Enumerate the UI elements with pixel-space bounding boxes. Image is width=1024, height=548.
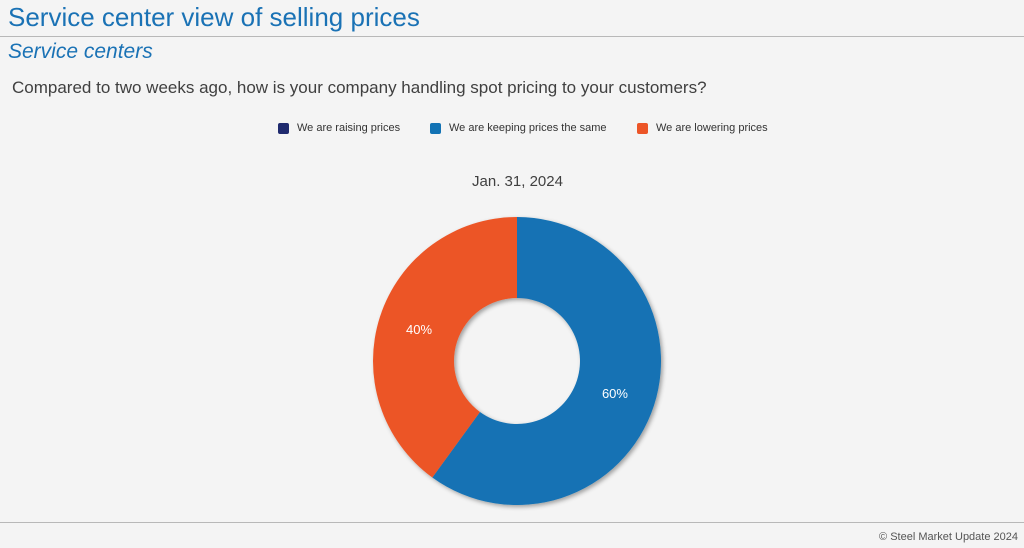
legend-swatch-raising (278, 122, 289, 134)
donut-slice-label-2: 40% (406, 322, 432, 337)
donut-slice-label-1: 60% (602, 386, 628, 401)
page-subtitle: Service centers (8, 40, 153, 63)
legend-item-lowering[interactable]: We are lowering prices (637, 120, 768, 136)
donut-slice-1[interactable] (432, 217, 662, 505)
chart-title: Jan. 31, 2024 (472, 173, 563, 190)
page-title: Service center view of selling prices (8, 2, 420, 32)
legend-swatch-lowering (637, 122, 648, 134)
legend-label-same: We are keeping prices the same (449, 122, 607, 134)
footer-divider (0, 522, 1024, 523)
header-divider (0, 36, 1024, 37)
survey-question: Compared to two weeks ago, how is your c… (12, 78, 707, 97)
legend-label-lowering: We are lowering prices (656, 122, 768, 134)
copyright-text: © Steel Market Update 2024 (879, 531, 1018, 543)
legend-label-raising: We are raising prices (297, 122, 401, 134)
legend-item-raising[interactable]: We are raising prices (278, 120, 400, 136)
donut-slice-2[interactable] (373, 217, 517, 478)
chart-legend: We are raising prices We are keeping pri… (0, 120, 1024, 136)
legend-item-same[interactable]: We are keeping prices the same (430, 120, 607, 136)
legend-swatch-same (430, 122, 441, 134)
